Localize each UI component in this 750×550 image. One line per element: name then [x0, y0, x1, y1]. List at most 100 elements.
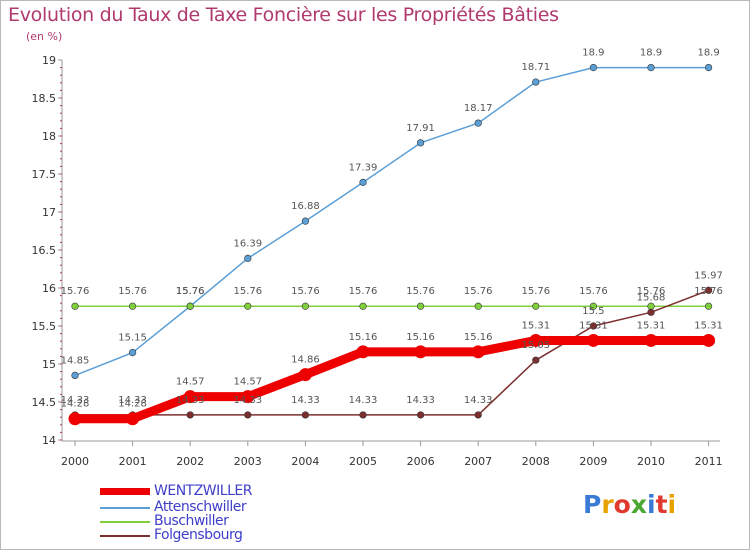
- series-line-wentzwiller: [75, 335, 709, 424]
- legend-swatch-folgensbourg: [100, 535, 150, 537]
- data-label-attenschwiller: 18.9: [697, 48, 719, 59]
- data-label-attenschwiller: 16.88: [291, 201, 320, 212]
- data-point-attenschwiller: [71, 371, 79, 380]
- data-point-buschwiller: [474, 302, 482, 310]
- logo-letter: x: [630, 490, 647, 519]
- data-point-wentzwiller: [529, 333, 543, 347]
- x-tick-label: 2010: [637, 455, 665, 468]
- data-label-folgensbourg: 15.05: [521, 340, 550, 351]
- legend-label-wentzwiller: WENTZWILLER: [154, 483, 252, 499]
- logo-letter: P: [583, 490, 602, 519]
- data-label-buschwiller: 15.76: [521, 286, 550, 297]
- data-point-wentzwiller: [356, 345, 370, 359]
- data-point-folgensbourg: [417, 411, 425, 419]
- data-point-buschwiller: [71, 302, 79, 310]
- x-tick-label: 2004: [291, 455, 319, 468]
- data-label-buschwiller: 15.76: [349, 286, 378, 297]
- data-label-wentzwiller: 15.16: [464, 332, 493, 343]
- data-label-folgensbourg: 14.33: [118, 395, 147, 406]
- data-point-attenschwiller: [474, 119, 482, 127]
- data-label-folgensbourg: 15.5: [582, 306, 604, 317]
- data-point-wentzwiller: [241, 390, 255, 404]
- data-label-buschwiller: 15.76: [637, 286, 666, 297]
- data-label-folgensbourg: 14.33: [233, 395, 262, 406]
- data-label-buschwiller: 15.76: [406, 286, 435, 297]
- y-tick-label: 15.5: [32, 320, 57, 333]
- logo-letter: t: [655, 490, 668, 519]
- data-label-buschwiller: 15.76: [694, 286, 723, 297]
- logo-letter: o: [613, 490, 631, 519]
- data-label-buschwiller: 15.76: [61, 286, 90, 297]
- data-label-attenschwiller: 15.15: [118, 333, 147, 344]
- series-line-attenschwiller: [74, 66, 709, 377]
- data-point-buschwiller: [359, 302, 367, 310]
- data-point-wentzwiller: [298, 368, 312, 382]
- data-point-folgensbourg: [474, 411, 482, 419]
- data-point-wentzwiller: [702, 333, 716, 347]
- data-label-attenschwiller: 18.17: [464, 103, 493, 114]
- data-label-buschwiller: 15.76: [464, 286, 493, 297]
- data-point-folgensbourg: [704, 286, 713, 294]
- legend-swatch-wentzwiller: [100, 488, 150, 495]
- data-point-folgensbourg: [186, 411, 194, 419]
- data-label-folgensbourg: 15.68: [637, 292, 666, 303]
- data-label-folgensbourg: 14.33: [61, 395, 90, 406]
- data-label-wentzwiller: 15.16: [349, 332, 378, 343]
- data-label-buschwiller: 15.76: [291, 286, 320, 297]
- data-label-folgensbourg: 14.33: [349, 395, 378, 406]
- data-point-folgensbourg: [244, 411, 252, 419]
- data-label-buschwiller: 15.76: [233, 286, 262, 297]
- y-tick-label: 14: [42, 434, 56, 447]
- x-tick-label: 2007: [464, 455, 492, 468]
- y-tick-label: 14.5: [32, 396, 57, 409]
- data-point-attenschwiller: [301, 217, 310, 225]
- data-label-wentzwiller: 15.31: [637, 320, 666, 331]
- legend-swatch-buschwiller: [100, 521, 150, 523]
- logo-letter: i: [667, 490, 677, 519]
- data-point-buschwiller: [589, 302, 598, 310]
- y-tick-label: 17.5: [32, 168, 57, 181]
- data-point-attenschwiller: [244, 254, 252, 262]
- data-point-wentzwiller: [183, 390, 197, 404]
- x-tick-label: 2000: [61, 455, 89, 468]
- data-point-attenschwiller: [647, 63, 655, 72]
- x-tick-label: 2005: [349, 455, 377, 468]
- data-point-attenschwiller: [532, 78, 540, 86]
- data-point-folgensbourg: [359, 411, 367, 419]
- data-label-attenschwiller: 18.9: [640, 48, 662, 59]
- data-label-folgensbourg: 14.33: [176, 395, 205, 406]
- data-label-attenschwiller: 17.91: [406, 123, 435, 134]
- data-point-buschwiller: [647, 302, 655, 310]
- legend-swatch-attenschwiller: [100, 507, 150, 509]
- chart-subtitle: (en %): [26, 30, 63, 43]
- data-point-wentzwiller: [471, 345, 485, 359]
- data-point-wentzwiller: [126, 412, 140, 426]
- data-label-wentzwiller: 15.31: [579, 320, 608, 331]
- data-label-folgensbourg: 15.97: [694, 270, 723, 281]
- data-label-wentzwiller: 15.31: [521, 320, 550, 331]
- y-tick-label: 19: [42, 54, 56, 67]
- data-point-attenschwiller: [417, 139, 425, 147]
- data-point-wentzwiller: [586, 333, 600, 347]
- logo-letter: r: [601, 490, 614, 519]
- series-line-folgensbourg: [75, 289, 709, 416]
- data-label-wentzwiller: 14.28: [118, 399, 147, 410]
- data-point-buschwiller: [417, 302, 425, 310]
- data-point-attenschwiller: [589, 63, 598, 72]
- data-label-buschwiller: 15.76: [176, 286, 205, 297]
- data-label-folgensbourg: 14.33: [464, 395, 493, 406]
- legend-label-buschwiller: Buschwiller: [154, 513, 229, 529]
- data-point-folgensbourg: [532, 356, 540, 364]
- logo-letter: i: [647, 490, 656, 519]
- data-label-buschwiller: 15.76: [579, 286, 608, 297]
- data-point-attenschwiller: [359, 178, 367, 186]
- y-tick-label: 16: [42, 282, 56, 295]
- data-point-folgensbourg: [589, 322, 598, 330]
- data-label-buschwiller: 15.76: [118, 286, 147, 297]
- x-tick-label: 2006: [407, 455, 435, 468]
- data-point-wentzwiller: [414, 345, 428, 359]
- data-label-folgensbourg: 14.33: [291, 395, 320, 406]
- data-point-buschwiller: [704, 302, 713, 310]
- y-tick-label: 18.5: [32, 92, 57, 105]
- data-label-attenschwiller: 16.39: [233, 238, 262, 249]
